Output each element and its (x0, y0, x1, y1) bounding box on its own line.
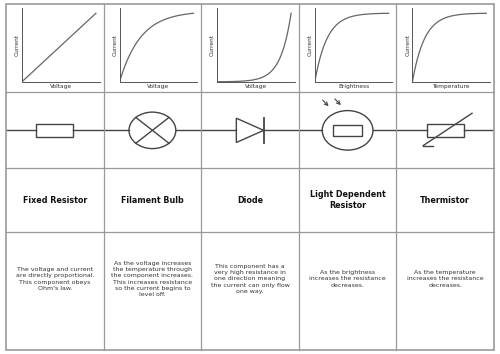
Bar (333, 125, 362, 136)
Text: Diode: Diode (237, 196, 263, 205)
Bar (426, 124, 464, 137)
Text: Fixed Resistor: Fixed Resistor (22, 196, 87, 205)
Text: As the temperature
increases the resistance
decreases.: As the temperature increases the resista… (407, 270, 484, 287)
Y-axis label: Current: Current (15, 34, 20, 56)
Text: The voltage and current
are directly proportional.
This component obeys
Ohm's la: The voltage and current are directly pro… (16, 267, 94, 291)
Bar (36, 124, 74, 137)
Text: As the voltage increases
the temperature through
the component increases.
This i: As the voltage increases the temperature… (112, 261, 194, 297)
Y-axis label: Current: Current (406, 34, 410, 56)
Y-axis label: Current: Current (308, 34, 312, 56)
X-axis label: Voltage: Voltage (148, 84, 170, 89)
X-axis label: Voltage: Voltage (245, 84, 267, 89)
Text: Filament Bulb: Filament Bulb (121, 196, 184, 205)
Text: Light Dependent
Resistor: Light Dependent Resistor (310, 190, 386, 210)
X-axis label: Brightness: Brightness (338, 84, 369, 89)
X-axis label: Voltage: Voltage (50, 84, 72, 89)
Text: Thermistor: Thermistor (420, 196, 470, 205)
X-axis label: Temperature: Temperature (432, 84, 470, 89)
Y-axis label: Current: Current (112, 34, 117, 56)
Text: As the brightness
increases the resistance
decreases.: As the brightness increases the resistan… (310, 270, 386, 287)
Text: This component has a
very high resistance in
one direction meaning
the current c: This component has a very high resistanc… (210, 264, 290, 294)
Y-axis label: Current: Current (210, 34, 215, 56)
